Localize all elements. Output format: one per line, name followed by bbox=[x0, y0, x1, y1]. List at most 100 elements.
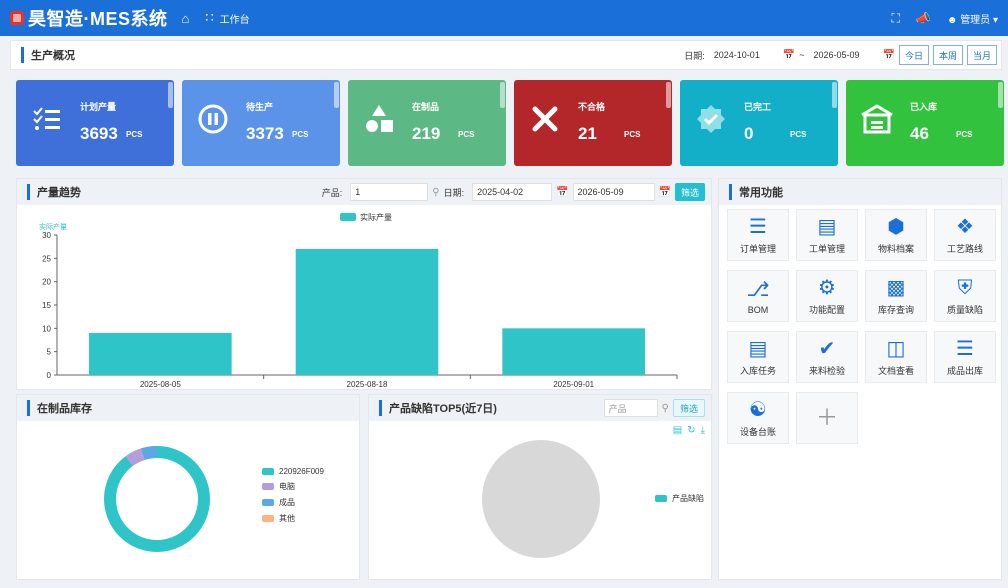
legend-item[interactable]: 产品缺陷 bbox=[655, 493, 704, 504]
defects-filter-button[interactable]: 筛选 bbox=[672, 399, 705, 417]
quick-item-功能配置[interactable]: ⚙ 功能配置 bbox=[796, 270, 858, 322]
legend-label: 电脑 bbox=[279, 482, 295, 491]
stat-unit: PCS bbox=[458, 130, 475, 139]
y-tick-label: 10 bbox=[42, 324, 51, 333]
card-scrollbar[interactable] bbox=[500, 82, 505, 108]
start-date-input[interactable]: 2024-10-01 bbox=[708, 46, 779, 64]
shield-check-icon: ✔ bbox=[818, 338, 836, 360]
legend-item[interactable]: 其他 bbox=[262, 513, 324, 524]
chart-toolbox: ▤ ↻ ⤓ bbox=[673, 425, 705, 436]
y-tick-label: 25 bbox=[42, 254, 51, 263]
quick-header: 常用功能 bbox=[719, 179, 1001, 205]
overview-bar: 生产概况 日期: 2024-10-01 📅 ~ 2026-05-09 📅 今日 … bbox=[10, 40, 1002, 70]
card-scrollbar[interactable] bbox=[334, 82, 339, 108]
stat-card-pending: 待生产 3373 PCS bbox=[182, 80, 340, 166]
wip-title: 在制品库存 bbox=[27, 400, 92, 416]
quick-item-设备台账[interactable]: ☯ 设备台账 bbox=[727, 392, 789, 444]
quick-item-文档查看[interactable]: ◫ 文档查看 bbox=[865, 331, 927, 383]
legend-item[interactable]: 成品 bbox=[262, 497, 324, 508]
home-icon[interactable]: ⌂ bbox=[181, 10, 190, 26]
stat-card-rejected: 不合格 21 PCS bbox=[514, 80, 672, 166]
quick-item-库存查询[interactable]: ▩ 库存查询 bbox=[865, 270, 927, 322]
download-icon[interactable]: ⤓ bbox=[700, 425, 705, 436]
close-icon bbox=[528, 102, 562, 136]
quick-item-工单管理[interactable]: ▤ 工单管理 bbox=[796, 209, 858, 261]
route-icon: ❖ bbox=[956, 216, 974, 238]
server-icon: ▤ bbox=[748, 338, 768, 360]
calendar-icon[interactable]: 📅 bbox=[658, 186, 671, 198]
y-tick-label: 20 bbox=[42, 278, 51, 287]
stat-label: 待生产 bbox=[246, 102, 274, 112]
legend-swatch bbox=[262, 515, 274, 522]
quick-item-label: 质量缺陷 bbox=[946, 305, 983, 315]
trend-end-date[interactable]: 2026-05-09 bbox=[572, 183, 655, 201]
y-tick-label: 30 bbox=[42, 231, 51, 240]
notification-icon[interactable]: 📣 bbox=[915, 11, 931, 25]
legend-item[interactable]: 220926F009 bbox=[262, 467, 324, 476]
stat-card-wip: 在制品 219 PCS bbox=[348, 80, 506, 166]
trend-filter-button[interactable]: 筛选 bbox=[674, 183, 705, 201]
wip-donut-chart bbox=[104, 445, 210, 552]
card-scrollbar[interactable] bbox=[832, 82, 837, 108]
quick-item-label: 物料档案 bbox=[877, 244, 914, 254]
stat-unit: PCS bbox=[624, 130, 641, 139]
quick-item-入库任务[interactable]: ▤ 入库任务 bbox=[727, 331, 789, 383]
workbench-tab[interactable]: 工作台 bbox=[219, 14, 250, 26]
quick-item-成品出库[interactable]: ☰ 成品出库 bbox=[934, 331, 996, 383]
trend-start-date[interactable]: 2025-04-02 bbox=[472, 183, 553, 201]
quick-item-label: 功能配置 bbox=[808, 305, 845, 315]
quick-item-物料档案[interactable]: ⬢ 物料档案 bbox=[865, 209, 927, 261]
donut-segment bbox=[125, 448, 146, 467]
stat-value: 219 bbox=[412, 124, 441, 143]
defect-product-input[interactable]: 产品 bbox=[603, 399, 658, 417]
book-open-icon: ◫ bbox=[886, 338, 906, 360]
search-icon[interactable]: ⚲ bbox=[432, 186, 440, 198]
quick-title: 常用功能 bbox=[729, 184, 783, 200]
legend-label: 成品 bbox=[279, 498, 295, 507]
fullscreen-icon[interactable]: ⛶ bbox=[891, 10, 900, 25]
stat-value: 21 bbox=[578, 124, 597, 143]
this-month-button[interactable]: 当月 bbox=[966, 45, 997, 65]
product-label: 产品: bbox=[321, 187, 343, 198]
brand-title: 昊智造·MES系统 bbox=[28, 9, 168, 29]
end-date-input[interactable]: 2026-05-09 bbox=[808, 46, 879, 64]
this-week-button[interactable]: 本周 bbox=[932, 45, 963, 65]
card-scrollbar[interactable] bbox=[168, 82, 173, 108]
trend-header: 产量趋势 产品: 1 ⚲ 日期: 2025-04-02 📅 2026-05-09… bbox=[17, 179, 711, 205]
user-menu[interactable]: ☻ 管理员 ▾ bbox=[947, 11, 998, 26]
date-separator: ~ bbox=[799, 50, 805, 60]
calendar-icon[interactable]: 📅 bbox=[782, 49, 796, 61]
calendar-icon[interactable]: 📅 bbox=[882, 49, 895, 61]
today-button[interactable]: 今日 bbox=[898, 45, 929, 65]
donut-segment bbox=[141, 445, 158, 460]
date-label: 日期: bbox=[443, 187, 465, 198]
calendar-icon[interactable]: 📅 bbox=[556, 186, 569, 198]
stat-label: 在制品 bbox=[412, 102, 440, 112]
quick-item-label: BOM bbox=[747, 304, 769, 315]
card-scrollbar[interactable] bbox=[998, 82, 1003, 108]
legend-label: 220926F009 bbox=[279, 467, 324, 476]
refresh-icon[interactable]: ↻ bbox=[687, 425, 696, 436]
user-name: 管理员 bbox=[960, 14, 991, 26]
quick-item-质量缺陷[interactable]: ⛨ 质量缺陷 bbox=[934, 270, 996, 322]
empty-pie bbox=[482, 440, 600, 558]
shapes-icon bbox=[362, 102, 396, 136]
data-view-icon[interactable]: ▤ bbox=[672, 425, 683, 436]
legend-item[interactable]: 电脑 bbox=[262, 481, 324, 492]
quick-item-BOM[interactable]: ⎇ BOM bbox=[727, 270, 789, 322]
apps-grid-icon[interactable]: ∷ bbox=[205, 10, 214, 25]
product-input[interactable]: 1 bbox=[350, 183, 429, 201]
quick-item-add[interactable]: ＋ bbox=[796, 392, 858, 444]
search-icon[interactable]: ⚲ bbox=[661, 402, 669, 414]
quick-item-工艺路线[interactable]: ❖ 工艺路线 bbox=[934, 209, 996, 261]
quick-item-订单管理[interactable]: ☰ 订单管理 bbox=[727, 209, 789, 261]
card-scrollbar[interactable] bbox=[666, 82, 671, 108]
y-axis-label: 实际产量 bbox=[39, 222, 67, 231]
quick-functions-panel: 常用功能 ☰ 订单管理 ▤ 工单管理 ⬢ 物料档案 ❖ 工艺路线 ⎇ BOM ⚙ 功能配置 ▩ 库存查询 ⛨… bbox=[718, 178, 1002, 580]
stat-unit: PCS bbox=[292, 130, 309, 139]
chevron-down-icon: ▾ bbox=[992, 14, 998, 26]
stat-card-planned: 计划产量 3693 PCS bbox=[16, 80, 174, 166]
quick-item-来料检验[interactable]: ✔ 来料检验 bbox=[796, 331, 858, 383]
factory-icon: ▩ bbox=[886, 277, 906, 299]
legend-label: 产品缺陷 bbox=[672, 494, 704, 503]
